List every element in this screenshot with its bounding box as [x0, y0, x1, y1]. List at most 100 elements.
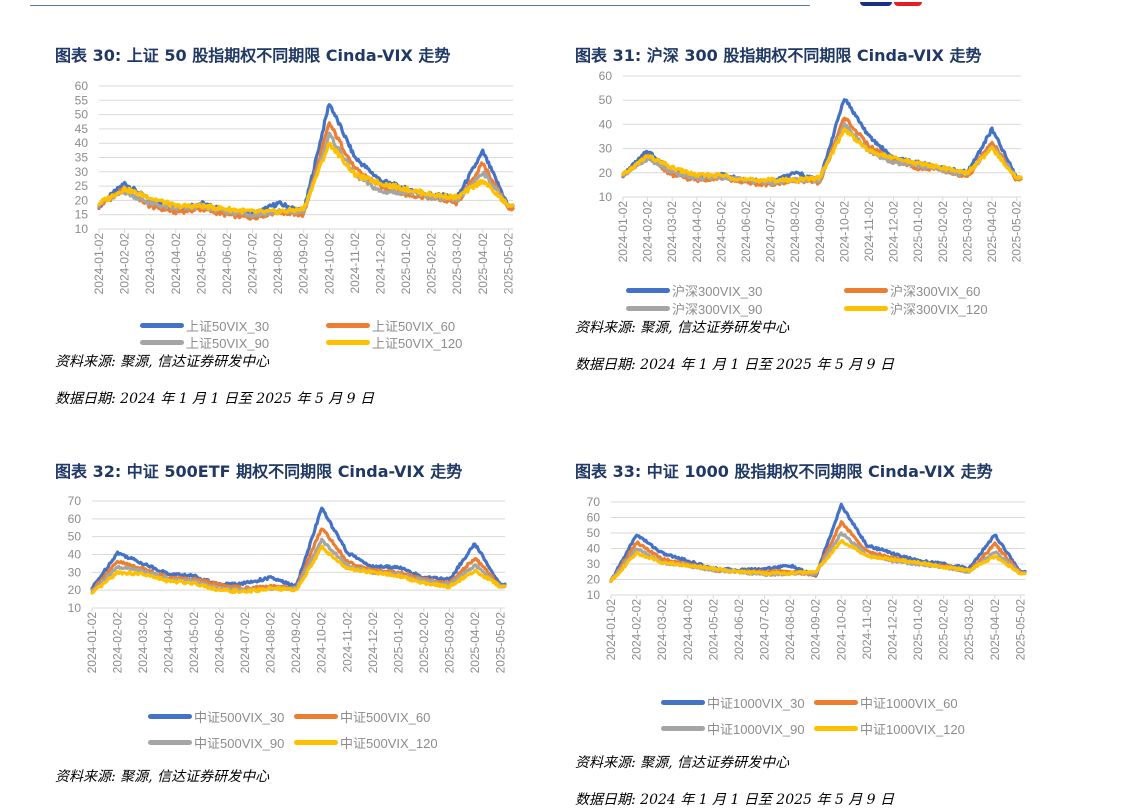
svg-text:2024-09-02: 2024-09-02 — [297, 233, 311, 295]
legend-item-vix90: 上证50VIX_90 — [140, 333, 269, 352]
svg-text:30: 30 — [68, 565, 82, 579]
chart-1-group: 10 20 30 40 50 60 2024-01-02 2024-02-02 2024-03-… — [599, 69, 1024, 262]
svg-text:40: 40 — [75, 136, 89, 150]
svg-text:30: 30 — [599, 142, 613, 156]
svg-text:2025-01-02: 2025-01-02 — [399, 233, 413, 295]
svg-text:2025-03-02: 2025-03-02 — [450, 233, 464, 295]
svg-text:2024-07-02: 2024-07-02 — [764, 201, 778, 263]
svg-text:2024-04-02: 2024-04-02 — [690, 201, 704, 263]
legend-item-vix90: 沪深300VIX_90 — [626, 299, 762, 318]
chart-30-title: 图表 30: 上证 50 股指期权不同期限 Cinda-VIX 走势 — [55, 46, 451, 65]
svg-text:20: 20 — [599, 166, 613, 180]
chart-31-title: 图表 31: 沪深 300 股指期权不同期限 Cinda-VIX 走势 — [575, 46, 982, 65]
legend-item-vix120: 上证50VIX_120 — [326, 333, 462, 352]
svg-text:70: 70 — [68, 494, 82, 508]
svg-text:2025-01-02: 2025-01-02 — [911, 201, 925, 263]
legend-item-vix60: 中证1000VIX_60 — [814, 693, 958, 712]
series-line-3 — [621, 127, 1023, 184]
svg-text:2025-01-02: 2025-01-02 — [391, 612, 405, 674]
svg-text:2024-09-02: 2024-09-02 — [289, 612, 303, 674]
legend-item-vix120: 沪深300VIX_120 — [844, 299, 988, 318]
svg-text:2025-02-02: 2025-02-02 — [936, 201, 950, 263]
svg-text:30: 30 — [75, 165, 89, 179]
svg-text:50: 50 — [75, 108, 89, 122]
svg-text:50: 50 — [68, 530, 82, 544]
chart-33-title: 图表 33: 中证 1000 股指期权不同期限 Cinda-VIX 走势 — [575, 462, 993, 481]
svg-text:2024-05-02: 2024-05-02 — [187, 612, 201, 674]
svg-text:2024-04-02: 2024-04-02 — [162, 612, 176, 674]
svg-text:60: 60 — [68, 512, 82, 526]
legend-item-vix90: 中证1000VIX_90 — [661, 719, 805, 738]
svg-text:2025-05-02: 2025-05-02 — [1013, 599, 1027, 661]
svg-text:2024-06-02: 2024-06-02 — [220, 233, 234, 295]
svg-text:2024-09-02: 2024-09-02 — [809, 599, 823, 661]
svg-text:2024-12-02: 2024-12-02 — [887, 201, 901, 263]
svg-text:2024-11-02: 2024-11-02 — [340, 612, 354, 673]
svg-text:2024-12-02: 2024-12-02 — [373, 233, 387, 295]
svg-text:2024-07-02: 2024-07-02 — [246, 233, 260, 295]
svg-text:2024-08-02: 2024-08-02 — [783, 599, 797, 661]
svg-text:35: 35 — [75, 151, 89, 165]
legend-item-vix30: 中证1000VIX_30 — [661, 693, 805, 712]
svg-text:2024-10-02: 2024-10-02 — [834, 599, 848, 661]
svg-text:2024-10-02: 2024-10-02 — [837, 201, 851, 263]
svg-text:70: 70 — [587, 495, 601, 509]
svg-text:2025-04-02: 2025-04-02 — [985, 201, 999, 263]
svg-text:2024-10-02: 2024-10-02 — [322, 233, 336, 295]
svg-text:2024-05-02: 2024-05-02 — [706, 599, 720, 661]
svg-text:2024-01-02: 2024-01-02 — [92, 233, 106, 295]
svg-text:10: 10 — [599, 190, 613, 204]
legend-item-vix120: 中证500VIX_120 — [294, 733, 438, 752]
svg-text:2024-03-02: 2024-03-02 — [143, 233, 157, 295]
svg-text:2024-05-02: 2024-05-02 — [714, 201, 728, 263]
legend-item-vix90: 中证500VIX_90 — [148, 733, 284, 752]
svg-text:2024-11-02: 2024-11-02 — [860, 599, 874, 660]
header-rule — [30, 5, 810, 6]
svg-text:2024-07-02: 2024-07-02 — [238, 612, 252, 674]
svg-text:2024-08-02: 2024-08-02 — [264, 612, 278, 674]
legend-item-vix60: 上证50VIX_60 — [326, 316, 455, 335]
svg-text:30: 30 — [587, 557, 601, 571]
svg-text:25: 25 — [75, 179, 89, 193]
chart-31-source: 资料来源: 聚源, 信达证券研发中心 — [575, 320, 790, 336]
svg-text:50: 50 — [587, 526, 601, 540]
svg-text:2025-05-02: 2025-05-02 — [493, 612, 507, 674]
svg-text:45: 45 — [75, 122, 89, 136]
series-line-3 — [609, 538, 1027, 583]
svg-text:2024-08-02: 2024-08-02 — [788, 201, 802, 263]
svg-text:2024-11-02: 2024-11-02 — [348, 233, 362, 294]
legend-item-vix30: 中证500VIX_30 — [148, 707, 284, 726]
svg-text:2025-01-02: 2025-01-02 — [911, 599, 925, 661]
svg-text:2025-04-02: 2025-04-02 — [988, 599, 1002, 661]
svg-text:2025-03-02: 2025-03-02 — [960, 201, 974, 263]
svg-text:40: 40 — [68, 548, 82, 562]
svg-text:2024-02-02: 2024-02-02 — [111, 612, 125, 674]
svg-text:2024-01-02: 2024-01-02 — [616, 201, 630, 263]
svg-text:2024-11-02: 2024-11-02 — [862, 201, 876, 262]
chart-31-date-range: 数据日期: 2024 年 1 月 1 日至 2025 年 5 月 9 日 — [575, 357, 895, 373]
svg-text:2024-07-02: 2024-07-02 — [758, 599, 772, 661]
svg-text:2024-03-02: 2024-03-02 — [655, 599, 669, 661]
legend-item-vix120: 中证1000VIX_120 — [814, 719, 965, 738]
chart-32-source: 资料来源: 聚源, 信达证券研发中心 — [55, 769, 270, 785]
svg-text:2025-02-02: 2025-02-02 — [937, 599, 951, 661]
svg-text:2024-03-02: 2024-03-02 — [136, 612, 150, 674]
svg-text:2025-04-02: 2025-04-02 — [476, 233, 490, 295]
svg-text:2025-03-02: 2025-03-02 — [442, 612, 456, 674]
legend-item-vix30: 沪深300VIX_30 — [626, 281, 762, 300]
svg-text:2025-04-02: 2025-04-02 — [468, 612, 482, 674]
svg-text:2024-02-02: 2024-02-02 — [118, 233, 132, 295]
svg-text:55: 55 — [75, 93, 89, 107]
svg-text:2024-04-02: 2024-04-02 — [169, 233, 183, 295]
svg-text:60: 60 — [75, 79, 89, 93]
svg-text:2024-12-02: 2024-12-02 — [885, 599, 899, 661]
svg-text:2024-09-02: 2024-09-02 — [813, 201, 827, 263]
svg-text:10: 10 — [75, 222, 89, 236]
svg-text:10: 10 — [68, 601, 82, 615]
chart-2-group: 10 20 30 40 50 60 70 2024-01-02 2024-02-02 2024-0… — [68, 494, 508, 673]
svg-text:2024-01-02: 2024-01-02 — [85, 612, 99, 674]
svg-text:2025-03-02: 2025-03-02 — [962, 599, 976, 661]
